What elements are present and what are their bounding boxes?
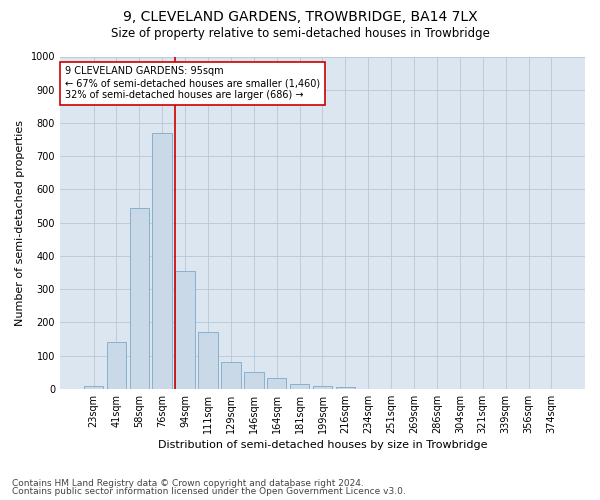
Text: Contains public sector information licensed under the Open Government Licence v3: Contains public sector information licen…: [12, 487, 406, 496]
Bar: [152, 133, 172, 389]
Text: Contains HM Land Registry data © Crown copyright and database right 2024.: Contains HM Land Registry data © Crown c…: [12, 478, 364, 488]
Bar: [290, 384, 309, 389]
Bar: [130, 208, 149, 389]
X-axis label: Distribution of semi-detached houses by size in Trowbridge: Distribution of semi-detached houses by …: [158, 440, 487, 450]
Bar: [175, 271, 195, 389]
Y-axis label: Number of semi-detached properties: Number of semi-detached properties: [15, 120, 25, 326]
Bar: [335, 388, 355, 389]
Bar: [84, 386, 103, 389]
Bar: [221, 362, 241, 389]
Bar: [244, 372, 263, 389]
Bar: [313, 386, 332, 389]
Text: 9, CLEVELAND GARDENS, TROWBRIDGE, BA14 7LX: 9, CLEVELAND GARDENS, TROWBRIDGE, BA14 7…: [122, 10, 478, 24]
Text: 9 CLEVELAND GARDENS: 95sqm
← 67% of semi-detached houses are smaller (1,460)
32%: 9 CLEVELAND GARDENS: 95sqm ← 67% of semi…: [65, 66, 320, 100]
Text: Size of property relative to semi-detached houses in Trowbridge: Size of property relative to semi-detach…: [110, 28, 490, 40]
Bar: [107, 342, 126, 389]
Bar: [198, 332, 218, 389]
Bar: [267, 378, 286, 389]
